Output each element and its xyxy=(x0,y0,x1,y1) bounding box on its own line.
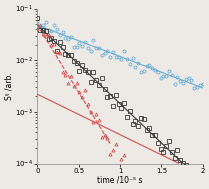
Y-axis label: Sᴵᴶ /arb.: Sᴵᴶ /arb. xyxy=(4,72,13,100)
X-axis label: time /10⁻⁵ s: time /10⁻⁵ s xyxy=(97,176,143,185)
